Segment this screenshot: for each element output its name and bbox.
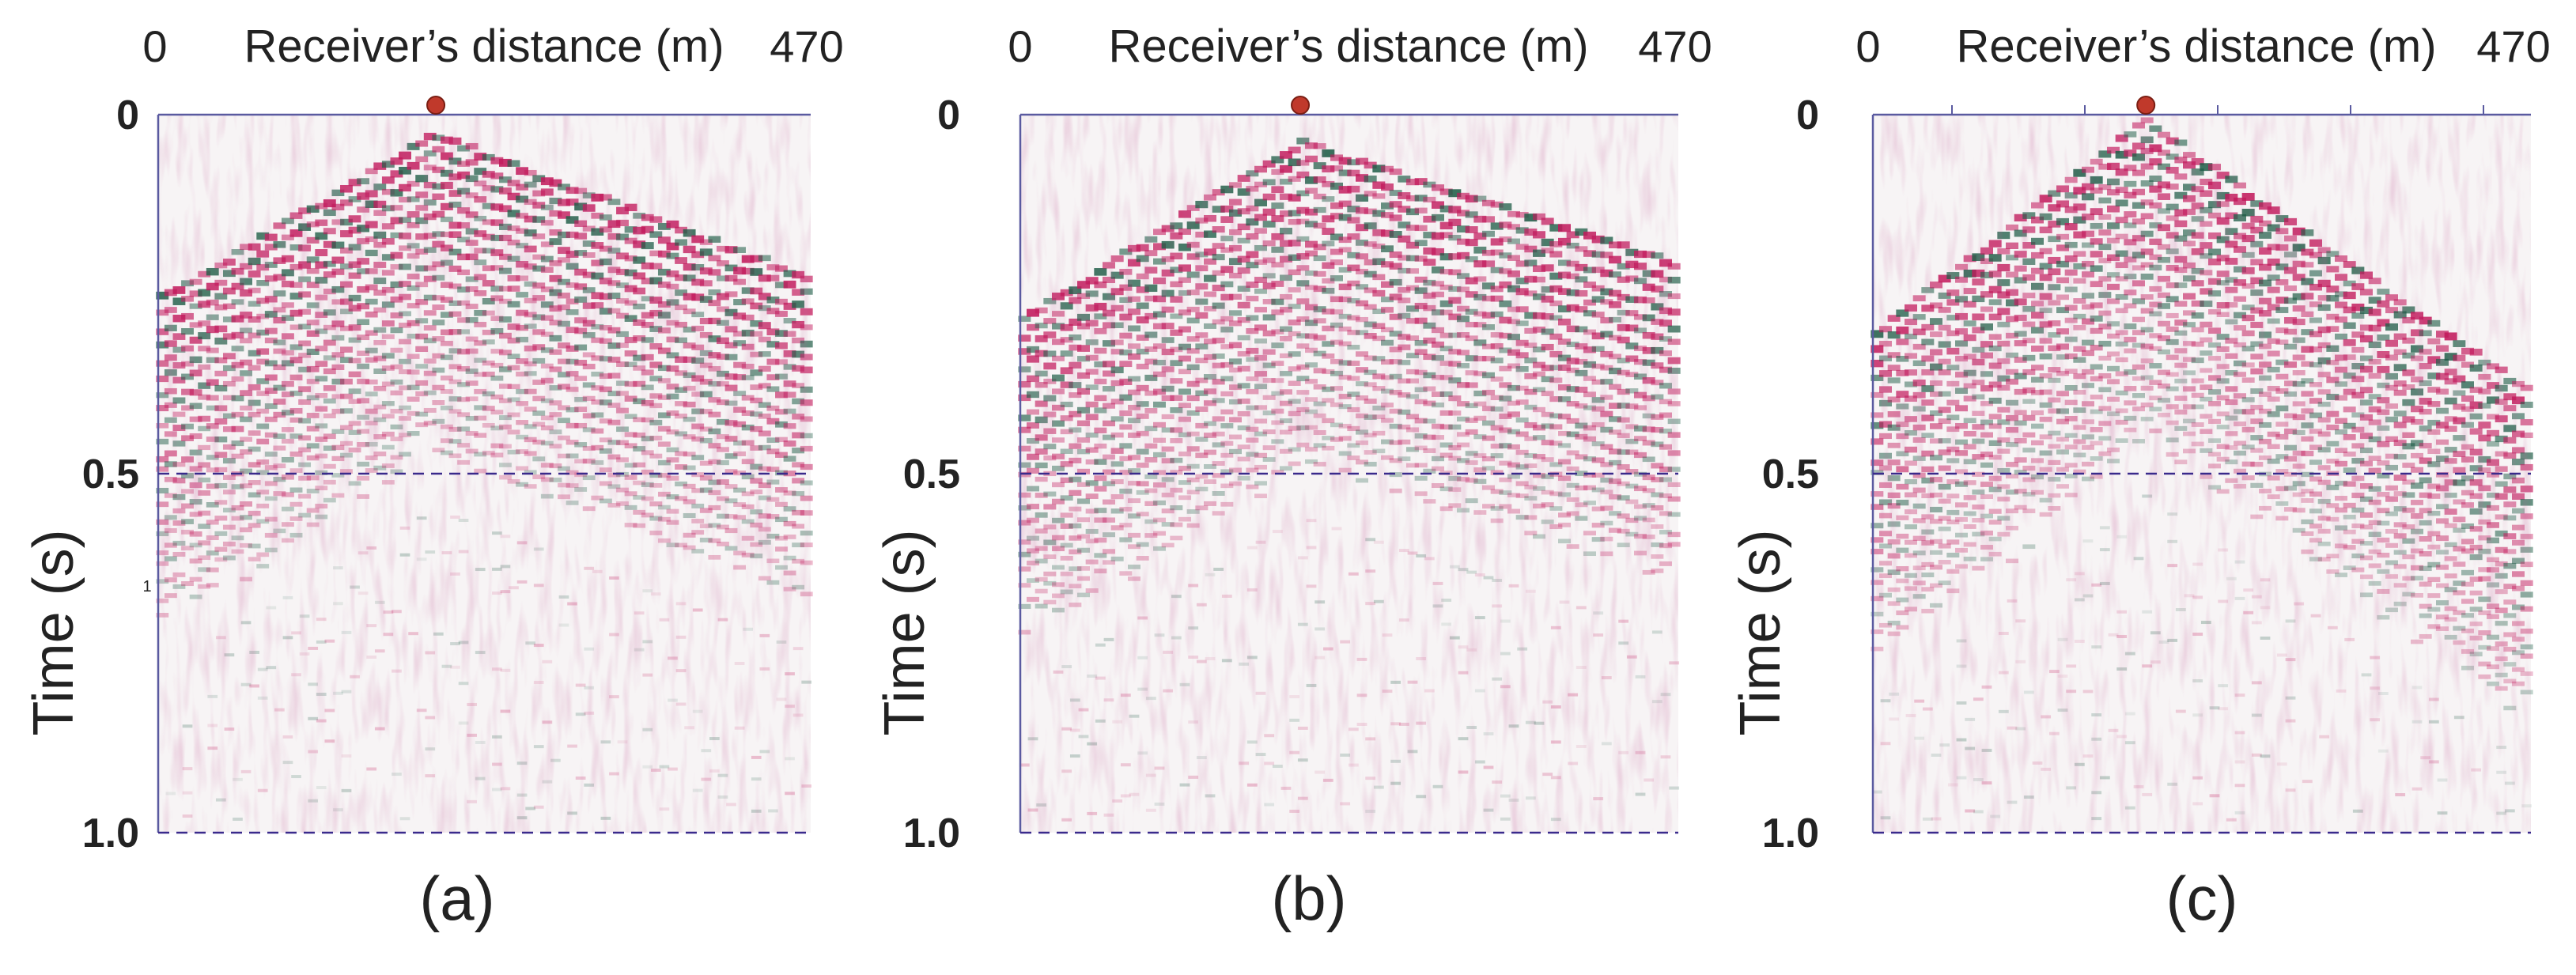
x-tick-label-470: 470 bbox=[1638, 21, 1712, 71]
panel-c: 0 Receiver’s distance (m) 470 0 0.5 1.0 … bbox=[1729, 21, 2551, 933]
y-tick-label-0.5: 0.5 bbox=[82, 452, 139, 497]
y-axis-title: Time (s) bbox=[873, 529, 936, 735]
shot-point-marker bbox=[426, 96, 446, 115]
x-tick-label-0: 0 bbox=[1008, 21, 1032, 71]
panel-b: 0 Receiver’s distance (m) 470 0 0.5 1.0 … bbox=[873, 21, 1712, 933]
x-axis-title: Receiver’s distance (m) bbox=[1108, 21, 1588, 72]
y-tick-label-0: 0 bbox=[937, 93, 960, 138]
x-tick-label-0: 0 bbox=[142, 21, 167, 71]
y-tick-label-1.0: 1.0 bbox=[82, 811, 139, 856]
noise-overlay bbox=[158, 115, 811, 833]
y-tick-label-0.5: 0.5 bbox=[903, 452, 960, 497]
panel-label: (a) bbox=[419, 864, 494, 933]
x-axis-title: Receiver’s distance (m) bbox=[244, 21, 724, 72]
x-tick-label-470: 470 bbox=[770, 21, 843, 71]
y-tick-label-1.0: 1.0 bbox=[903, 811, 960, 856]
y-tick-label-0: 0 bbox=[116, 93, 139, 138]
y-axis-title: Time (s) bbox=[22, 529, 85, 735]
panel-a: 0 Receiver’s distance (m) 470 0 0.5 1.0 … bbox=[22, 21, 844, 933]
stray-axis-mark: 1 bbox=[142, 578, 151, 595]
shot-point-marker bbox=[1291, 96, 1311, 115]
panel-label: (b) bbox=[1271, 864, 1346, 933]
